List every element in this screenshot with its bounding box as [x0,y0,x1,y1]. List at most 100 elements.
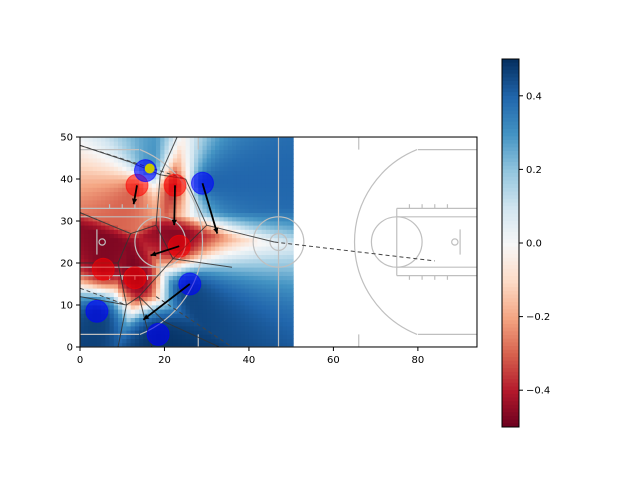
heat-cell [156,279,161,285]
heat-cell [219,296,224,302]
heat-cell [177,271,182,276]
heat-cell [80,246,85,251]
heat-cell [261,229,267,234]
heat-cell [202,296,208,302]
heat-cell [143,141,148,146]
voronoi-edge-dashed [274,241,435,262]
heat-cell [113,254,119,260]
heat-cell [88,187,94,192]
heat-cell [198,296,203,302]
heat-cell [286,153,292,159]
colorbar-cell [502,235,519,240]
heat-cell [282,258,288,264]
colorbar-cell [502,404,519,410]
heat-cell [253,271,258,276]
heat-cell [223,250,229,255]
heat-cell [185,166,191,171]
heat-cell [113,221,119,226]
heat-cell [291,330,294,335]
heat-cell [274,338,279,344]
heat-cell [257,221,263,226]
heat-cell [143,263,148,268]
heat-cell [248,267,254,272]
heat-cell [113,179,119,184]
heat-cell [291,145,294,150]
heat-cell [113,334,119,339]
colorbar-cell [502,217,519,222]
heat-cell [113,321,119,327]
heat-cell [240,284,246,289]
heat-cell [282,221,288,226]
heat-cell [80,153,85,159]
heat-cell [244,317,250,323]
heat-cell [248,300,254,306]
heat-cell [261,292,267,297]
colorbar-cell [502,88,519,93]
heat-cell [244,195,250,201]
heat-cell [113,170,119,176]
heat-cell [270,271,275,276]
heat-cell [134,321,140,327]
heat-cell [164,141,170,146]
heat-cell [156,212,161,218]
heat-cell [143,338,148,344]
heat-cell [168,288,174,293]
heat-cell [160,221,165,226]
heat-cell [219,233,224,239]
heat-cell [282,162,288,167]
heat-cell [168,170,174,176]
arrow-shaft [201,182,219,234]
heat-cell [168,204,174,209]
heat-cell [248,258,254,264]
heat-cell [185,191,191,197]
heat-cell [168,162,174,167]
heat-cell [160,263,165,268]
heat-cell [160,313,165,318]
heat-cell [210,275,216,281]
heat-cell [291,153,294,159]
heat-cell [265,305,271,310]
heat-cell [194,149,199,155]
heat-cell [134,246,140,251]
heat-cell [202,292,208,297]
heat-cell [215,212,220,218]
heat-cell [168,225,174,230]
heat-cell [232,141,237,146]
colorbar-cell [502,143,519,148]
heat-cell [270,187,275,192]
heat-cell [270,242,275,247]
heat-cell [164,267,170,272]
heat-cell [151,246,157,251]
heat-cell [291,183,294,188]
heat-cell [240,208,246,213]
heat-cell [126,174,132,180]
heat-cell [80,326,85,331]
heat-cell [244,166,250,171]
heat-cell [84,263,89,268]
heat-cell [244,326,250,331]
heat-cell [261,258,267,264]
heat-cell [232,334,237,339]
heat-cell [96,225,102,230]
heat-cell [164,305,170,310]
heat-cell [291,305,294,310]
heat-cell [248,338,254,344]
heat-cell [232,313,237,318]
heat-cell [278,221,284,226]
heat-cell [134,195,140,201]
heat-cell [147,254,153,260]
colorbar-cell [502,283,519,288]
heat-cell [257,317,263,323]
heat-cell [118,153,123,159]
heat-cell [248,162,254,167]
heat-cell [126,233,132,239]
heat-cell [244,162,250,167]
heat-cell [210,326,216,331]
heat-cell [139,250,144,255]
heat-cell [219,200,224,205]
heat-cell [219,342,224,347]
heat-cell [126,242,132,247]
heat-cell [105,149,110,155]
heat-cell [240,309,246,314]
heat-cell [282,183,288,188]
